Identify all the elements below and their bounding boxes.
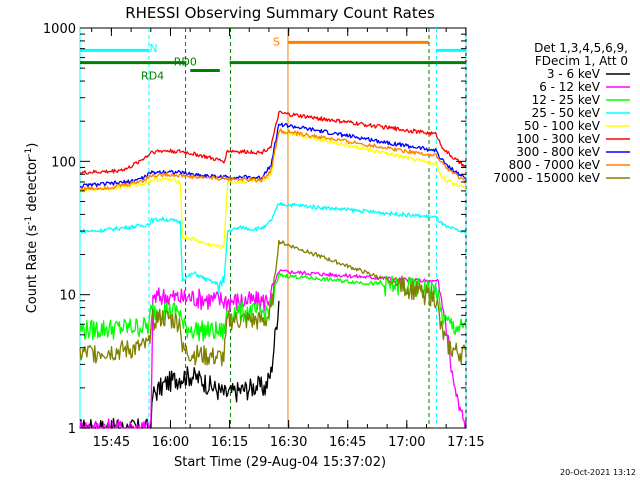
x-tick-label: 16:00 <box>152 435 189 450</box>
series-line <box>79 201 467 295</box>
y-tick-label: 1000 <box>43 22 76 37</box>
legend-label: 3 - 6 keV <box>547 67 601 81</box>
series-line <box>79 239 467 367</box>
plot-area <box>79 27 467 429</box>
plot-frame <box>79 27 467 429</box>
legend-label: 7000 - 15000 keV <box>493 171 600 185</box>
legend-label: 800 - 7000 keV <box>509 158 601 172</box>
y-tick-label: 10 <box>59 289 76 304</box>
y-axis-label-part: detector <box>25 156 40 216</box>
series-line <box>79 128 467 192</box>
mode-label: RD0 <box>174 56 197 69</box>
legend-label: 25 - 50 keV <box>532 106 601 120</box>
x-tick-label: 16:15 <box>211 435 248 450</box>
x-axis-label: Start Time (29-Aug-04 15:37:02) <box>174 455 386 470</box>
legend-header: Det 1,3,4,5,6,9, <box>534 41 628 55</box>
mode-label: S <box>273 36 280 49</box>
x-tick-label: 16:45 <box>329 435 366 450</box>
axes: 15:45 16:00 16:15 16:30 16:45 17:00 17:15 1 10 10… <box>43 22 485 450</box>
x-tick-label: 17:00 <box>388 435 425 450</box>
series-group <box>79 110 467 429</box>
mode-label: N <box>149 42 157 55</box>
legend: Det 1,3,4,5,6,9,FDecim 1, Att 03 - 6 keV… <box>493 41 630 185</box>
series-line <box>79 110 467 175</box>
legend-header: FDecim 1, Att 0 <box>535 54 628 68</box>
y-axis-label-part: Count Rate (s <box>25 225 40 314</box>
y-axis-label-part: ) <box>25 143 40 148</box>
series-line <box>79 122 467 189</box>
legend-label: 50 - 100 keV <box>524 119 601 133</box>
y-tick-label: 100 <box>51 155 76 170</box>
x-tick-label: 16:30 <box>270 435 307 450</box>
x-tick-label: 17:15 <box>447 435 484 450</box>
series-line <box>79 300 280 429</box>
legend-label: 6 - 12 keV <box>539 80 601 94</box>
status-bars <box>79 28 467 428</box>
legend-label: 12 - 25 keV <box>532 93 601 107</box>
legend-label: 100 - 300 keV <box>516 132 600 146</box>
y-axis-label: Count Rate (s-1 detector-1) <box>24 143 40 314</box>
mode-label: RD4 <box>141 70 164 83</box>
y-axis-label-sup: -1 <box>24 148 34 157</box>
y-tick-label: 1 <box>68 422 76 437</box>
series-line <box>79 129 467 250</box>
chart-title: RHESSI Observing Summary Count Rates <box>125 4 435 22</box>
legend-label: 300 - 800 keV <box>516 145 600 159</box>
x-tick-label: 15:45 <box>93 435 130 450</box>
y-axis-label-sup: -1 <box>24 216 34 225</box>
footer-timestamp: 20-Oct-2021 13:12 <box>560 468 636 477</box>
annotations: N RD4 RD0 S <box>141 36 280 83</box>
